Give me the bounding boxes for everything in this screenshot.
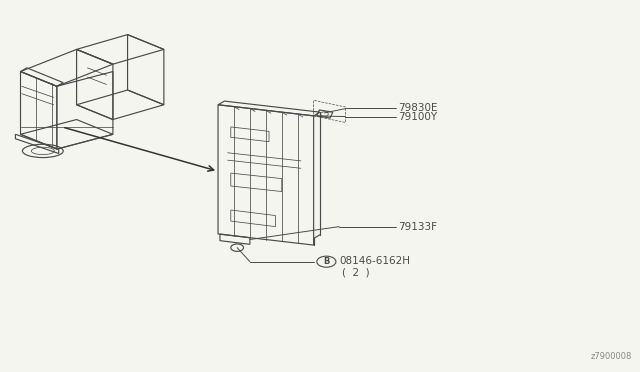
- Text: 79100Y: 79100Y: [398, 112, 438, 122]
- Text: z7900008: z7900008: [591, 352, 632, 361]
- Text: B: B: [323, 257, 330, 266]
- Text: 79830E: 79830E: [398, 103, 438, 113]
- Text: (  2  ): ( 2 ): [342, 267, 369, 277]
- Text: 08146-6162H: 08146-6162H: [339, 256, 410, 266]
- Text: 79133F: 79133F: [398, 222, 437, 232]
